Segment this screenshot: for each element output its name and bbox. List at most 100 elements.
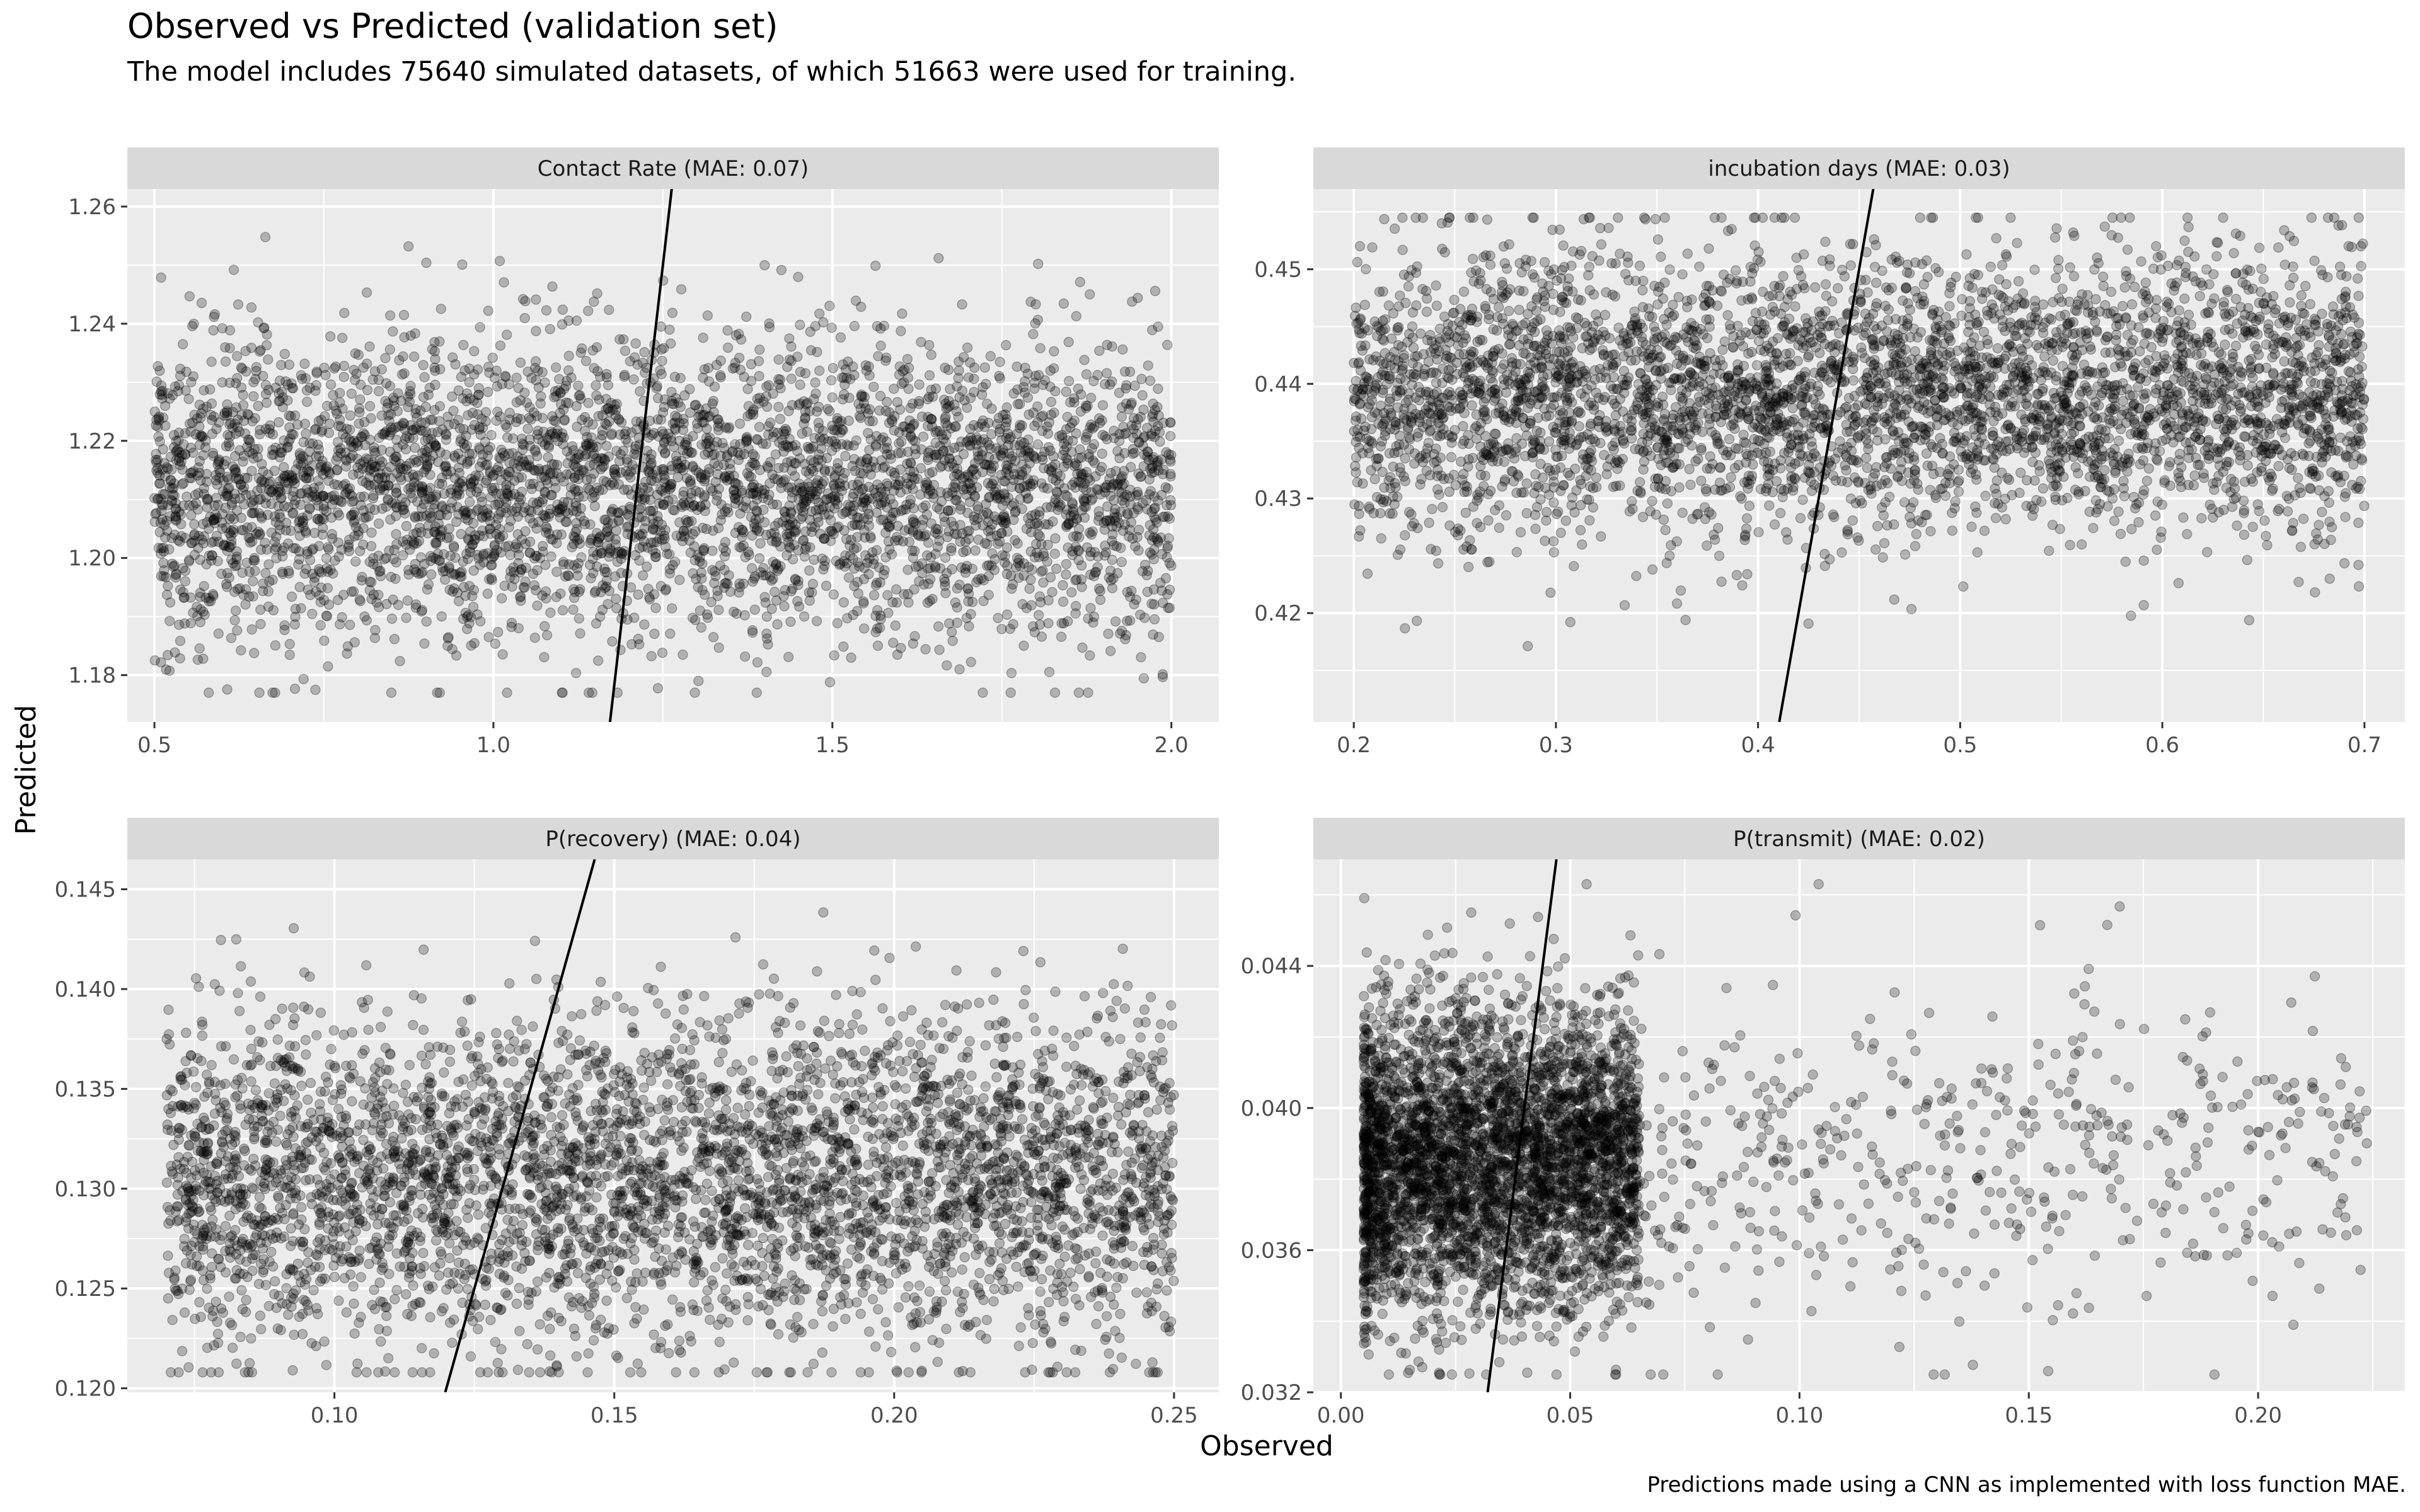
data-point: [786, 487, 798, 498]
data-point: [702, 310, 713, 321]
data-point: [758, 505, 769, 515]
data-point: [1162, 340, 1173, 350]
data-point: [494, 256, 505, 266]
data-point: [930, 383, 942, 394]
data-point: [596, 453, 607, 464]
data-point: [795, 483, 805, 493]
data-point: [902, 372, 914, 383]
data-point: [821, 580, 832, 592]
data-point: [527, 568, 539, 579]
data-point: [260, 380, 271, 391]
data-point: [580, 519, 591, 530]
data-point: [575, 390, 585, 401]
data-point: [487, 352, 498, 364]
data-point: [680, 500, 691, 511]
data-point: [804, 468, 814, 479]
data-point: [562, 496, 573, 507]
data-point: [1906, 604, 1917, 615]
data-point: [544, 324, 555, 335]
data-point: [834, 481, 845, 492]
data-point: [888, 638, 899, 648]
data-point: [689, 400, 700, 411]
data-point: [786, 374, 797, 384]
data-point: [863, 520, 875, 531]
data-point: [440, 574, 451, 585]
data-point: [1099, 524, 1110, 535]
data-point: [368, 490, 379, 501]
data-point: [990, 490, 1001, 501]
data-point: [175, 653, 185, 664]
data-point: [982, 539, 993, 549]
data-point: [526, 372, 537, 384]
data-point: [180, 565, 191, 576]
data-point: [865, 532, 876, 544]
data-point: [965, 656, 976, 667]
data-point: [274, 417, 284, 428]
data-point: [713, 425, 724, 435]
data-point: [773, 401, 784, 413]
data-point: [430, 365, 441, 376]
data-point: [1097, 400, 1109, 411]
data-point: [634, 639, 645, 650]
data-point: [157, 386, 168, 396]
data-point: [1051, 563, 1062, 575]
chart-title: Observed vs Predicted (validation set): [127, 6, 778, 46]
data-point: [396, 474, 406, 485]
data-point: [1037, 410, 1049, 421]
data-point: [1049, 687, 1061, 698]
data-point: [417, 484, 429, 495]
data-point: [805, 514, 815, 525]
data-point: [639, 619, 650, 630]
data-point: [321, 506, 332, 517]
data-point: [287, 508, 298, 519]
data-point: [803, 478, 814, 489]
data-point: [963, 372, 974, 383]
data-point: [614, 429, 626, 440]
data-point: [584, 460, 595, 471]
data-point: [170, 511, 181, 522]
data-point: [747, 530, 758, 541]
data-point: [290, 410, 301, 421]
data-point: [773, 563, 784, 574]
data-point: [354, 407, 365, 418]
data-point: [188, 607, 199, 618]
data-point: [217, 524, 228, 534]
data-point: [1008, 619, 1018, 629]
data-point: [798, 535, 809, 546]
data-point: [1109, 433, 1120, 444]
y-tick-label: 1.20: [68, 546, 116, 571]
data-point: [385, 427, 396, 438]
data-point: [778, 591, 789, 602]
data-point: [214, 472, 225, 483]
data-point: [1027, 564, 1037, 575]
data-point: [416, 568, 427, 579]
data-point: [1111, 541, 1122, 552]
data-point: [952, 583, 962, 594]
data-point: [570, 454, 580, 465]
data-point: [924, 370, 935, 381]
data-point: [450, 569, 461, 580]
data-point: [370, 624, 381, 636]
data-point: [1781, 348, 1792, 359]
data-point: [627, 460, 638, 471]
data-point: [580, 355, 592, 367]
data-point: [358, 362, 369, 373]
data-point: [903, 597, 914, 608]
data-point: [922, 597, 933, 608]
data-point: [735, 450, 746, 461]
data-point: [1018, 437, 1030, 449]
data-point: [1050, 533, 1061, 544]
data-point: [637, 357, 648, 369]
data-point: [768, 388, 778, 399]
data-point: [175, 584, 186, 595]
data-point: [1000, 495, 1011, 507]
data-point: [763, 639, 773, 650]
data-point: [289, 684, 301, 694]
data-point: [517, 444, 528, 455]
data-point: [607, 636, 618, 647]
data-point: [822, 452, 833, 464]
data-point: [872, 578, 882, 588]
data-point: [193, 488, 204, 499]
data-point: [848, 553, 858, 564]
data-point: [607, 477, 618, 488]
